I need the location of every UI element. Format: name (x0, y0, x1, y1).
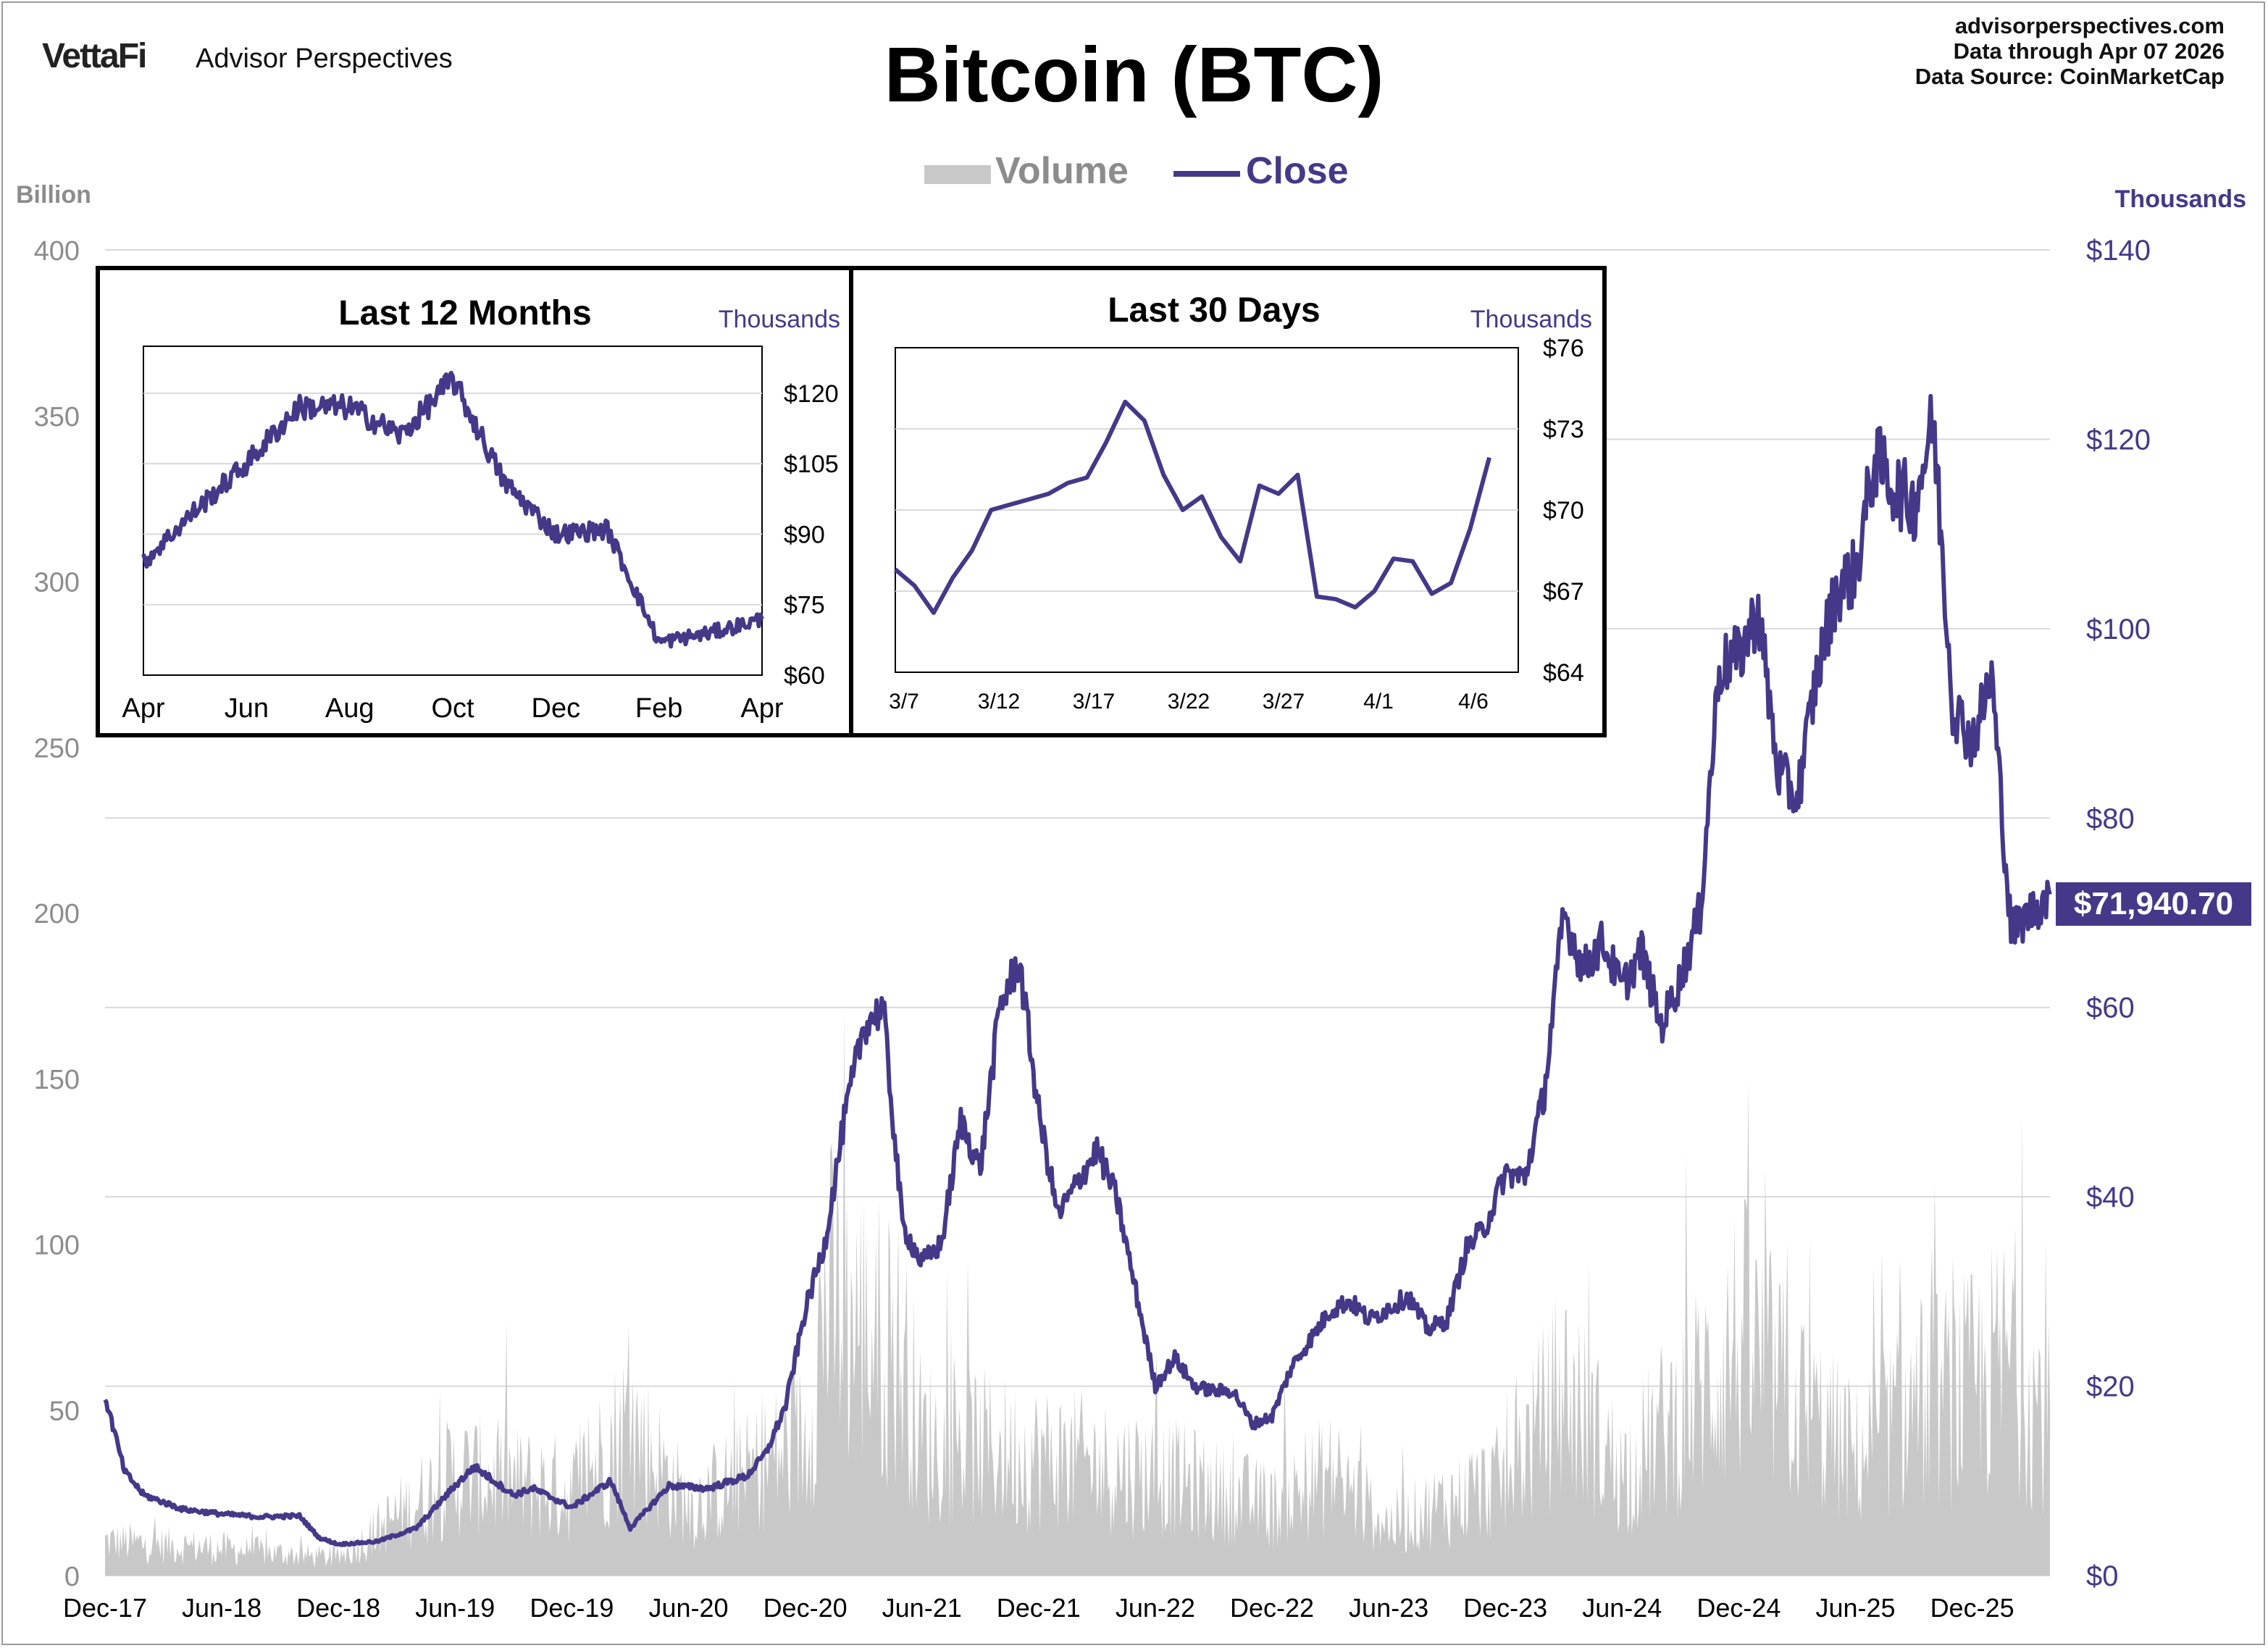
inset-12m-x-tick-label: Oct (431, 693, 474, 724)
close-line (103, 393, 2052, 1547)
inset-30d-y-tick-label: $73 (1543, 416, 1584, 443)
x-axis-tick-label: Jun-24 (1582, 1593, 1662, 1623)
left-axis-tick-label: 400 (34, 236, 80, 267)
x-axis-tick-label: Dec-22 (1230, 1593, 1314, 1623)
x-axis-tick-label: Dec-18 (296, 1593, 380, 1623)
x-axis-tick-label: Dec-17 (63, 1593, 147, 1623)
brand-logo: VettaFi (42, 37, 147, 75)
x-axis-tick-label: Jun-19 (415, 1593, 495, 1623)
legend-volume-swatch (924, 165, 991, 184)
left-axis-tick-label: 0 (64, 1562, 80, 1592)
right-axis-tick-label: $60 (2086, 992, 2135, 1024)
inset-12m-y-tick-label: $120 (784, 380, 839, 408)
inset-30d-title: Last 30 Days (1108, 291, 1321, 330)
x-axis-tick-label: Dec-21 (997, 1593, 1081, 1623)
inset-12m-plot-area (143, 346, 763, 676)
inset-12m-y-tick-label: $90 (784, 521, 825, 548)
left-axis-tick-label: 300 (34, 568, 80, 598)
inset-12m-title: Last 12 Months (338, 294, 591, 332)
inset-30d-unit-label: Thousands (1470, 306, 1592, 333)
x-axis-tick-label: Jun-22 (1116, 1593, 1195, 1623)
inset-12m-x-tick-label: Aug (325, 693, 374, 724)
x-axis-tick-label: Jun-23 (1349, 1593, 1428, 1623)
x-axis-tick-label: Dec-19 (530, 1593, 614, 1623)
right-axis-tick-label: $100 (2086, 614, 2151, 645)
inset-30d-x-tick-label: 3/17 (1073, 690, 1115, 714)
right-axis-tick-label: $120 (2086, 424, 2151, 456)
left-axis-tick-label: 200 (34, 899, 80, 929)
inset-12m-x-tick-label: Apr (122, 693, 164, 724)
x-axis-tick-label: Dec-23 (1463, 1593, 1547, 1623)
inset-30d-y-tick-label: $70 (1543, 497, 1584, 524)
brand-subtitle: Advisor Perspectives (196, 43, 453, 74)
x-axis-tick-label: Jun-18 (182, 1593, 261, 1623)
source-date: Data through Apr 07 2026 (1953, 38, 2225, 64)
x-axis-tick-label: Dec-25 (1930, 1593, 2014, 1623)
inset-30d-x-tick-label: 3/22 (1168, 690, 1210, 714)
right-axis-tick-label: $140 (2086, 235, 2151, 267)
right-axis-tick-label: $0 (2086, 1560, 2119, 1592)
inset-12m-x-tick-label: Feb (635, 693, 682, 724)
inset-12m-close-line (141, 370, 764, 649)
left-axis-unit: Billion (16, 181, 91, 209)
inset-12m-x-tick-label: Jun (225, 693, 269, 724)
inset-30d-y-tick-label: $76 (1543, 335, 1584, 362)
inset-30d-y-tick-label: $67 (1543, 578, 1584, 606)
inset-12m-x-tick-label: Apr (740, 693, 783, 724)
x-axis-tick-label: Jun-21 (882, 1593, 962, 1623)
left-axis-tick-label: 250 (34, 733, 80, 764)
left-axis-tick-label: 350 (34, 402, 80, 432)
right-axis-tick-label: $40 (2086, 1181, 2135, 1213)
x-axis-tick-label: Dec-24 (1696, 1593, 1780, 1623)
volume-area (105, 1004, 2050, 1576)
inset-12m-y-tick-label: $75 (784, 592, 825, 619)
legend-volume-label: Volume (995, 150, 1129, 192)
left-axis-tick-label: 50 (49, 1396, 80, 1426)
inset-30d-x-tick-label: 3/27 (1263, 690, 1305, 714)
legend-close-label: Close (1246, 150, 1349, 192)
right-axis-unit: Thousands (2114, 185, 2246, 213)
inset-30d-x-tick-label: 3/7 (889, 690, 919, 714)
inset-12m-unit-label: Thousands (719, 306, 840, 333)
last-value-label: $71,940.70 (2056, 882, 2251, 926)
right-axis-tick-label: $20 (2086, 1371, 2135, 1403)
left-axis-tick-label: 150 (34, 1065, 80, 1095)
x-axis-tick-label: Jun-20 (648, 1593, 728, 1623)
inset-30d-x-tick-label: 4/6 (1458, 690, 1489, 714)
inset-30d-y-tick-label: $64 (1543, 659, 1584, 687)
inset-30d-x-tick-label: 3/12 (978, 690, 1020, 714)
x-axis-tick-label: Dec-20 (763, 1593, 848, 1623)
right-axis-tick-label: $80 (2086, 803, 2135, 835)
chart-title: Bitcoin (BTC) (884, 30, 1384, 118)
inset-12m-y-tick-label: $105 (784, 451, 839, 478)
source-site: advisorperspectives.com (1954, 13, 2225, 38)
left-axis-tick-label: 100 (34, 1231, 80, 1261)
legend-close-swatch (1173, 171, 1240, 177)
inset-30d-x-tick-label: 4/1 (1363, 690, 1394, 714)
inset-12m-y-tick-label: $60 (784, 662, 825, 690)
source-provider: Data Source: CoinMarketCap (1915, 64, 2225, 89)
x-axis-tick-label: Jun-25 (1815, 1593, 1895, 1623)
inset-12m-x-tick-label: Dec (532, 693, 581, 724)
inset-30d-close-line (894, 399, 1491, 615)
